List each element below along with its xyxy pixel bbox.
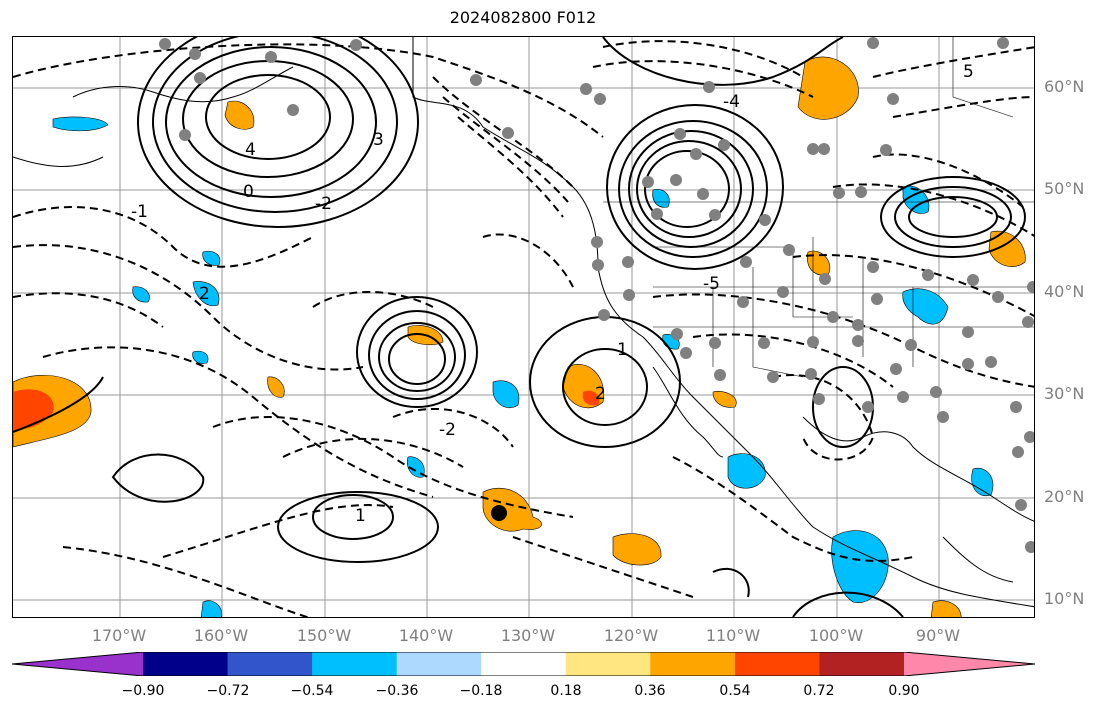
contour-label: -2 bbox=[315, 194, 332, 214]
lat-label: 10°N bbox=[1044, 589, 1085, 608]
dashed-contours bbox=[13, 40, 1034, 617]
colorbar-segment bbox=[734, 652, 820, 676]
storm-center-marker bbox=[491, 505, 507, 521]
station-markers bbox=[159, 37, 1034, 553]
colorbar-segment bbox=[904, 652, 1035, 676]
contour-label-group: 0 1 -1 2 -2 3 4 5 -4 -5 1 2 -2 bbox=[131, 62, 974, 526]
lon-label: 110°W bbox=[705, 626, 761, 645]
contour-label: 0 bbox=[243, 182, 254, 202]
colorbar-segment bbox=[312, 652, 398, 676]
colorbar-tick-label: −0.72 bbox=[206, 683, 250, 699]
lon-label: 160°W bbox=[193, 626, 249, 645]
contour-label: 1 bbox=[355, 506, 366, 526]
lat-label: 40°N bbox=[1044, 282, 1085, 301]
negative-anomaly-shading bbox=[52, 116, 994, 617]
map-panel: 0 1 -1 2 -2 3 4 5 -4 -5 1 2 -2 bbox=[12, 36, 1035, 618]
colorbar-tick-label: 0.36 bbox=[634, 683, 666, 699]
strong-positive-anomaly-shading bbox=[13, 389, 600, 432]
positive-anomaly-shading bbox=[13, 56, 1026, 617]
coastlines bbox=[13, 37, 1034, 608]
graticule bbox=[13, 37, 1034, 617]
colorbar-segment bbox=[143, 652, 229, 676]
colorbar-segment bbox=[650, 652, 736, 676]
lat-label: 30°N bbox=[1044, 384, 1085, 403]
colorbar-segment bbox=[565, 652, 651, 676]
colorbar-segment bbox=[819, 652, 905, 676]
colorbar-tick-label: 0.72 bbox=[803, 683, 835, 699]
contour-label: 4 bbox=[245, 140, 256, 160]
contour-label: 2 bbox=[199, 284, 210, 304]
colorbar bbox=[12, 652, 1035, 676]
lat-label: 60°N bbox=[1044, 77, 1085, 96]
lon-label: 150°W bbox=[296, 626, 352, 645]
map-title: 2024082800 F012 bbox=[449, 8, 597, 27]
colorbar-segment bbox=[396, 652, 482, 676]
lon-label: 140°W bbox=[398, 626, 454, 645]
colorbar-tick-label: 0.90 bbox=[888, 683, 920, 699]
contour-label: -1 bbox=[131, 202, 148, 222]
contour-label: 1 bbox=[617, 340, 628, 360]
colorbar-tick-label: −0.90 bbox=[121, 683, 165, 699]
contour-label: -5 bbox=[703, 274, 720, 294]
contour-label: 5 bbox=[963, 62, 974, 82]
colorbar-tick-label: −0.54 bbox=[290, 683, 334, 699]
lon-label: 90°W bbox=[915, 626, 961, 645]
lat-label: 50°N bbox=[1044, 179, 1085, 198]
contour-label: -4 bbox=[723, 92, 740, 112]
lon-label: 130°W bbox=[500, 626, 556, 645]
colorbar-tick-label: −0.36 bbox=[375, 683, 419, 699]
map-canvas: 0 1 -1 2 -2 3 4 5 -4 -5 1 2 -2 bbox=[13, 37, 1034, 617]
colorbar-segment bbox=[227, 652, 313, 676]
colorbar-tick-label: −0.18 bbox=[459, 683, 503, 699]
colorbar-tick-label: 0.54 bbox=[719, 683, 751, 699]
lat-label: 20°N bbox=[1044, 487, 1085, 506]
lon-label: 170°W bbox=[91, 626, 147, 645]
contour-label: 3 bbox=[373, 130, 384, 150]
lon-label: 100°W bbox=[808, 626, 864, 645]
colorbar-segment bbox=[12, 652, 143, 676]
colorbar-tick-label: 0.18 bbox=[550, 683, 582, 699]
colorbar-segment bbox=[481, 652, 567, 676]
solid-contours bbox=[13, 37, 1026, 617]
lon-label: 120°W bbox=[603, 626, 659, 645]
state-borders bbox=[603, 37, 1034, 378]
contour-label: -2 bbox=[439, 420, 456, 440]
contour-label: 2 bbox=[595, 384, 606, 404]
